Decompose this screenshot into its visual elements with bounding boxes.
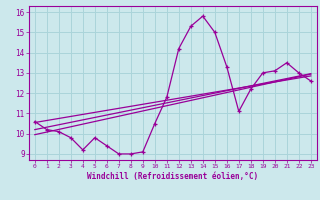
X-axis label: Windchill (Refroidissement éolien,°C): Windchill (Refroidissement éolien,°C) <box>87 172 258 181</box>
